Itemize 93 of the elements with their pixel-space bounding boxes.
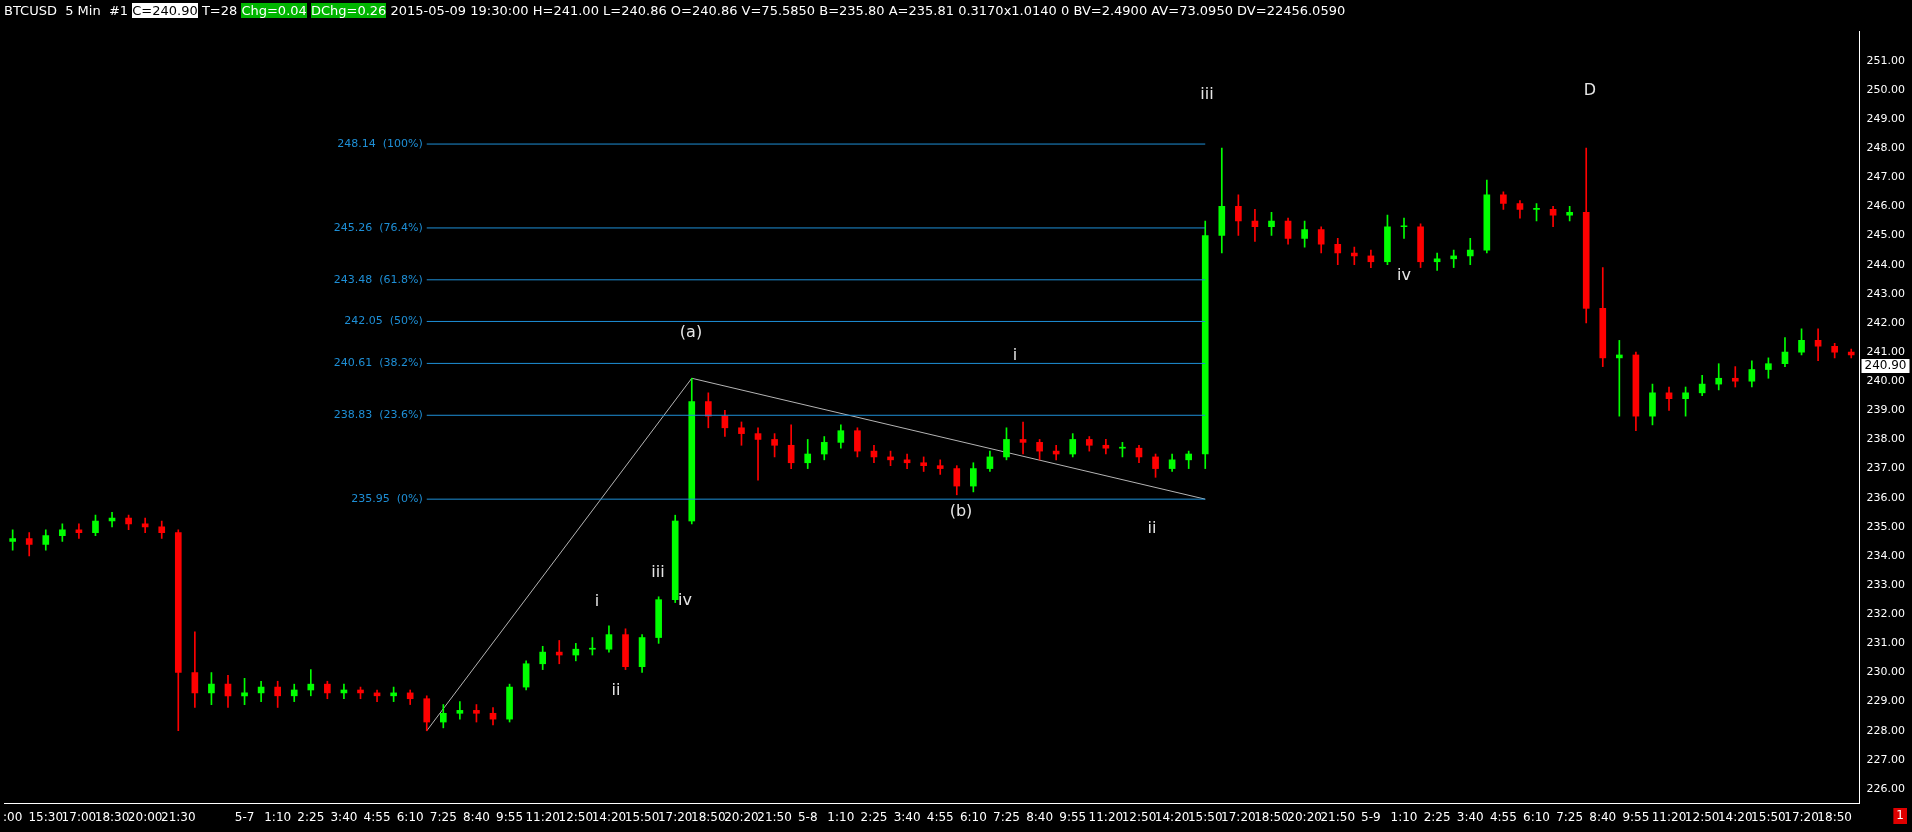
annotation: ii (611, 680, 621, 700)
ref-line-label: 238.83 (23.6%) (333, 408, 423, 422)
ref-line-label: 248.14 (100%) (337, 136, 423, 150)
x-tick-label: 3:40 (330, 809, 358, 824)
text: 240.90 (1864, 358, 1907, 373)
x-tick-label: 18:50 (1254, 809, 1289, 824)
ref-line-label: 245.26 (76.4%) (333, 220, 423, 234)
y-tick-label: 231.00 (1866, 636, 1906, 650)
y-tick-label: 238.00 (1866, 432, 1906, 446)
annotation: iv (678, 590, 692, 610)
y-tick-label: 245.00 (1866, 228, 1906, 242)
x-tick-label: 11:20 (525, 809, 560, 824)
annotation: i (1012, 345, 1018, 365)
y-tick-label: 235.00 (1866, 519, 1906, 533)
x-tick-label: 8:40 (1026, 809, 1054, 824)
annotation: (b) (949, 501, 973, 521)
x-tick-label: 15:50 (1751, 809, 1786, 824)
x-tick-label: 6:10 (959, 809, 987, 824)
x-tick-label: 20:20 (724, 809, 759, 824)
ref-line-label: 235.95 (0%) (351, 492, 423, 506)
y-tick-label: 232.00 (1866, 607, 1906, 621)
chart-title: BTCUSD 5 Min #1 (4, 3, 129, 18)
y-tick-label: 248.00 (1866, 140, 1906, 154)
x-tick-label: 7:25 (993, 809, 1020, 824)
text: 1 (1896, 808, 1905, 823)
y-tick-label: 241.00 (1866, 344, 1906, 358)
x-tick-label: 4:55 (363, 809, 391, 824)
y-tick-label: 236.00 (1866, 490, 1906, 504)
annotation: i (594, 591, 600, 611)
y-tick-label: 243.00 (1866, 286, 1906, 300)
x-tick-label: 1:10 (264, 809, 292, 824)
x-tick-label: 2:25 (860, 809, 888, 824)
x-tick-label: 5-9 (1361, 809, 1381, 824)
ref-line-label: 240.61 (38.2%) (333, 356, 423, 370)
x-tick-label: 3:40 (1456, 809, 1484, 824)
y-tick-label: 251.00 (1866, 53, 1906, 67)
annotation: D (1583, 80, 1597, 100)
y-tick-label: 230.00 (1866, 665, 1906, 679)
annotation: ii (1147, 518, 1157, 538)
x-tick-label: 18:50 (1817, 809, 1852, 824)
x-tick-label: 8:40 (462, 809, 490, 824)
y-tick-label: 247.00 (1866, 170, 1906, 184)
x-tick-label: 4:55 (1489, 809, 1517, 824)
y-tick-label: 229.00 (1866, 694, 1906, 708)
x-tick-label: 6:10 (396, 809, 424, 824)
x-tick-label: 8:40 (1589, 809, 1617, 824)
y-tick-label: 249.00 (1866, 111, 1906, 125)
y-tick-label: 242.00 (1866, 315, 1906, 329)
y-tick-label: 240.00 (1866, 374, 1906, 388)
x-tick-label: 20:00 (127, 809, 163, 824)
annotation: iii (1200, 84, 1214, 104)
annotation: iv (1397, 265, 1411, 285)
x-tick-label: :00 (3, 809, 23, 824)
y-tick-label: 233.00 (1866, 577, 1906, 591)
y-tick-label: 227.00 (1866, 752, 1906, 766)
ref-line-label: 242.05 (50%) (344, 314, 423, 328)
y-tick-label: 244.00 (1866, 257, 1906, 271)
annotation: (a) (679, 322, 703, 342)
x-tick-label: 9:55 (496, 809, 524, 824)
x-tick-label: 21:50 (1320, 809, 1356, 824)
x-tick-label: 1:10 (827, 809, 855, 824)
x-tick-label: 11:20 (1088, 809, 1124, 824)
x-tick-label: 2:25 (1423, 809, 1451, 824)
y-tick-label: 228.00 (1866, 723, 1906, 737)
x-tick-label: 7:25 (429, 809, 457, 824)
y-tick-label: 239.00 (1866, 403, 1906, 417)
ref-line-label: 243.48 (61.8%) (333, 272, 423, 286)
y-tick-label: 226.00 (1866, 781, 1906, 795)
x-tick-label: 5-8 (797, 809, 818, 824)
x-tick-label: 4:55 (926, 809, 954, 824)
x-tick-label: 20:20 (1287, 809, 1322, 824)
y-tick-label: 234.00 (1866, 548, 1906, 562)
x-tick-label: 15:30 (28, 809, 64, 824)
x-tick-label: 17:20 (1221, 809, 1256, 824)
annotation: iii (651, 562, 665, 582)
x-tick-label: 1:10 (1390, 809, 1418, 824)
x-tick-label: 7:25 (1556, 809, 1584, 824)
x-tick-label: 9:55 (1622, 809, 1650, 824)
x-tick-label: 9:55 (1059, 809, 1087, 824)
x-tick-label: 3:40 (893, 809, 921, 824)
y-tick-label: 237.00 (1866, 461, 1906, 475)
x-tick-label: 11:20 (1651, 809, 1687, 824)
x-tick-label: 6:10 (1523, 809, 1550, 824)
x-tick-label: 12:50 (558, 809, 594, 824)
x-tick-label: 17:20 (1784, 809, 1819, 824)
x-tick-label: 5-7 (234, 809, 255, 824)
x-tick-label: 21:50 (757, 809, 792, 824)
text: C=240.90 T=28 Chg=0.04 DChg=0.26 2015-05-09 19:30:00 H=241.00 L=240.86 O=240.86 V=75.5850 B=235.80 A=235.81 0.3170x1.0140 0 BV=2.4900 AV=73.0950 DV=22456.0590 (132, 3, 1346, 18)
x-tick-label: 18:50 (691, 809, 726, 824)
x-tick-label: 21:30 (161, 809, 196, 824)
y-tick-label: 246.00 (1866, 199, 1906, 213)
x-tick-label: 2:25 (297, 809, 325, 824)
y-tick-label: 250.00 (1866, 82, 1906, 96)
